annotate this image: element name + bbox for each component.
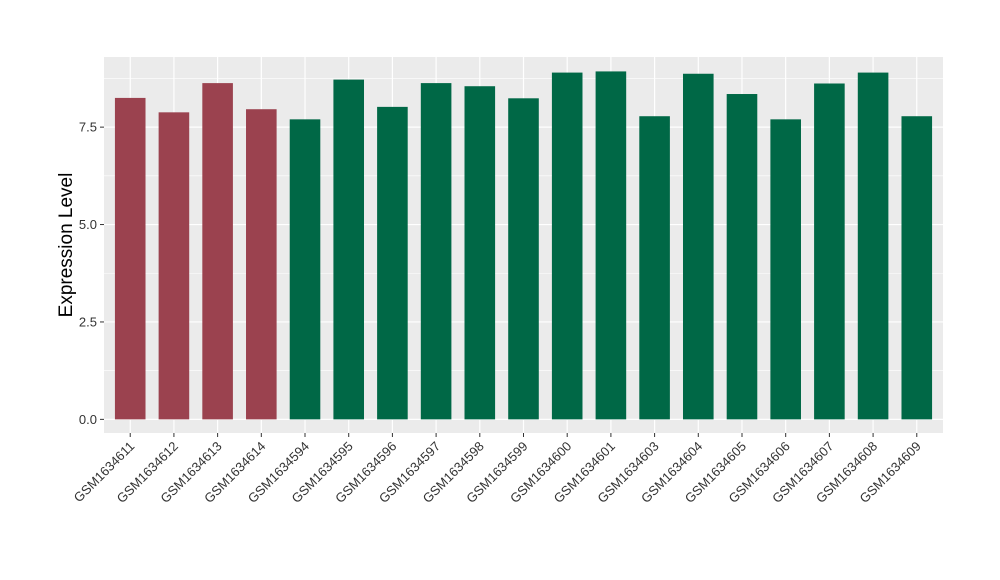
bars bbox=[114, 71, 933, 420]
bar bbox=[551, 72, 583, 420]
bar bbox=[508, 98, 539, 420]
bar bbox=[202, 83, 233, 420]
y-axis: 0.0 2.5 5.0 7.5 bbox=[79, 120, 104, 427]
bar bbox=[158, 112, 190, 420]
y-tick-label: 5.0 bbox=[79, 217, 97, 232]
bar bbox=[464, 86, 496, 420]
y-tick-label: 0.0 bbox=[79, 412, 97, 427]
x-axis: GSM1634611GSM1634612GSM1634613GSM1634614… bbox=[71, 433, 924, 506]
y-tick-label: 7.5 bbox=[79, 120, 97, 135]
bar bbox=[682, 73, 714, 420]
y-axis-title: Expression Level bbox=[56, 173, 77, 318]
bar bbox=[901, 116, 933, 420]
bar bbox=[595, 71, 627, 420]
y-tick-label: 2.5 bbox=[79, 314, 97, 329]
bar bbox=[726, 94, 758, 420]
bar bbox=[114, 97, 146, 420]
bar bbox=[857, 72, 889, 420]
bar bbox=[333, 79, 365, 420]
bar bbox=[377, 106, 408, 420]
bar bbox=[246, 109, 277, 420]
bar bbox=[770, 119, 801, 420]
bar bbox=[639, 116, 670, 420]
bar bbox=[289, 119, 321, 420]
bar bbox=[814, 83, 845, 420]
bar bbox=[420, 83, 452, 420]
